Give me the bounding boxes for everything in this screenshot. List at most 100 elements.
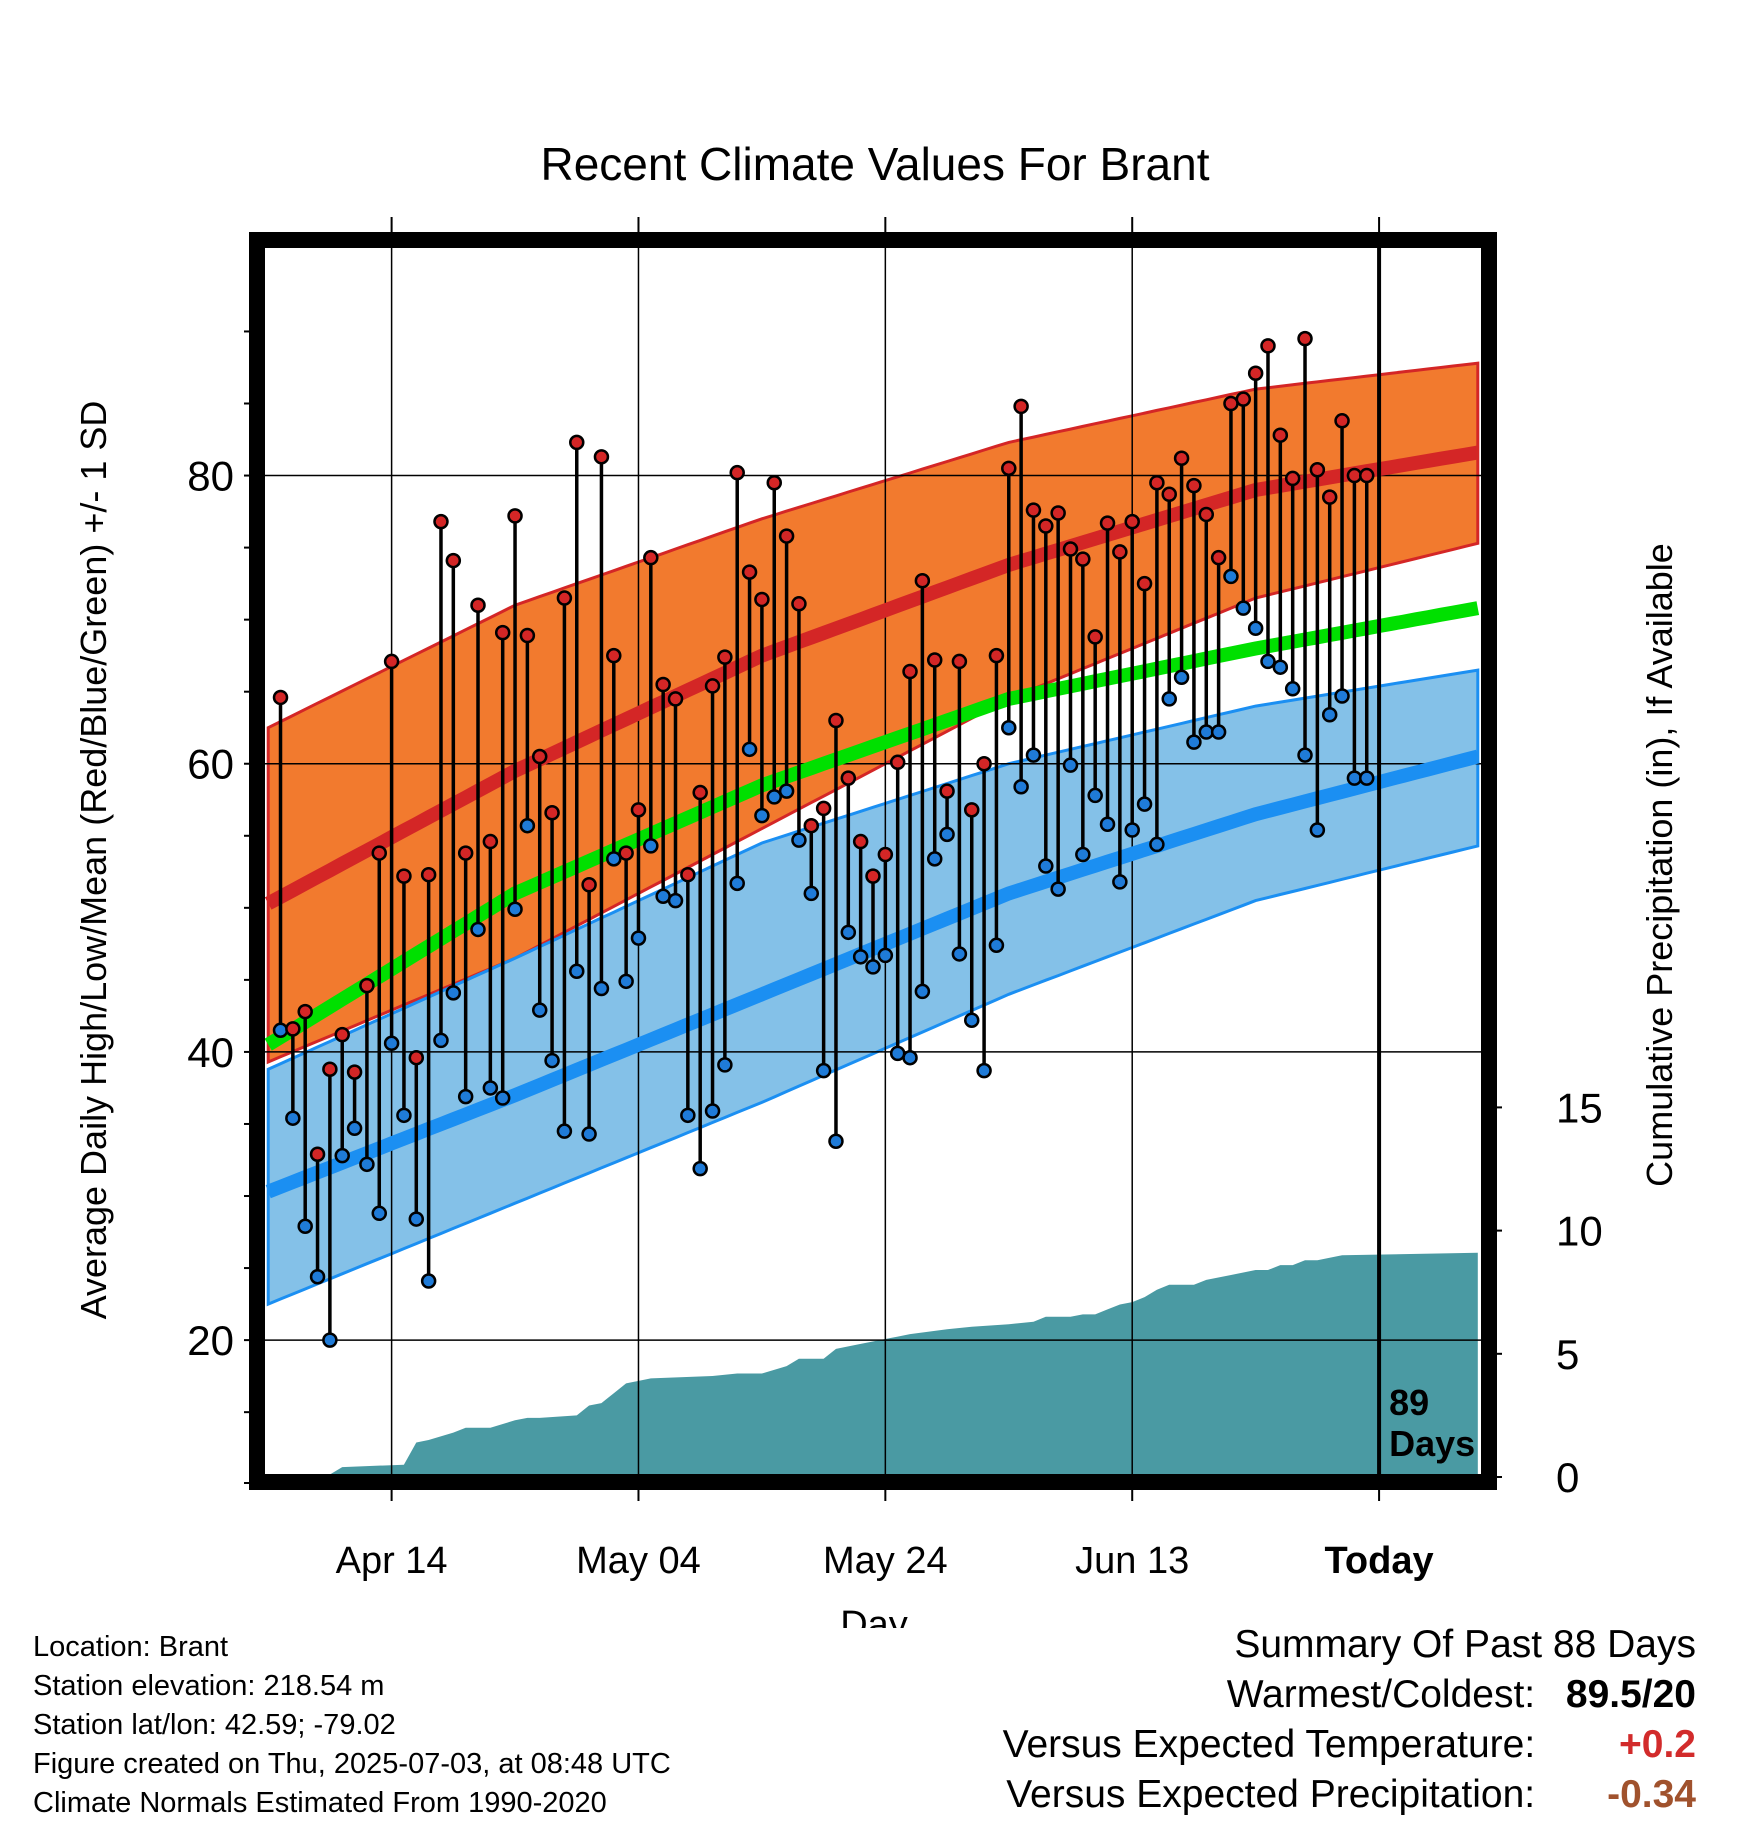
daily-high-point — [754, 591, 770, 608]
daily-low-point — [655, 888, 671, 905]
daily-low-point — [309, 1268, 326, 1285]
daily-high-point — [1112, 544, 1128, 560]
daily-high-point — [1297, 330, 1313, 347]
elevation-text: Station elevation: 218.54 m — [33, 1670, 385, 1702]
daily-low-point — [1161, 691, 1177, 707]
daily-high-point — [297, 1003, 313, 1020]
daily-high-point — [272, 689, 289, 706]
daily-high-point — [457, 845, 474, 861]
daily-ranges — [272, 330, 1375, 1348]
daily-high-point — [717, 649, 733, 665]
daily-high-point — [655, 676, 671, 693]
daily-high-point — [840, 770, 857, 786]
daily-low-point — [717, 1057, 733, 1073]
daily-high-point — [531, 748, 548, 765]
daily-low-point — [556, 1123, 573, 1139]
daily-low-point — [741, 741, 758, 758]
daily-low-point — [766, 789, 783, 805]
precip-label: Versus Expected Precipitation: — [1006, 1773, 1536, 1816]
daily-high-point — [741, 564, 758, 580]
y-tick-label: 20 — [187, 1317, 234, 1364]
daily-high-point — [482, 833, 499, 850]
x-tick-label: Today — [1325, 1540, 1434, 1582]
daily-low-point — [1186, 734, 1202, 750]
daily-high-point — [1272, 427, 1289, 443]
daily-high-point — [1099, 515, 1116, 531]
daily-low-point — [1210, 724, 1227, 740]
y2-tick-label: 0 — [1556, 1454, 1579, 1501]
daily-low-point — [445, 985, 462, 1001]
daily-low-point — [1198, 724, 1215, 740]
daily-low-point — [1013, 779, 1029, 795]
daily-low-point — [1173, 669, 1190, 686]
daily-low-point — [1087, 787, 1103, 804]
daily-low-point — [1309, 822, 1326, 838]
daily-low-point — [272, 1022, 289, 1039]
daily-low-point — [667, 892, 684, 909]
daily-high-point — [1346, 467, 1363, 484]
precip-cumulative-area — [268, 1252, 1478, 1477]
daily-high-point — [346, 1064, 363, 1080]
daily-low-point — [976, 1062, 992, 1079]
temp-row: Versus Expected Temperature: +0.2 — [1003, 1720, 1696, 1770]
daily-low-point — [643, 838, 659, 854]
normal-bands — [266, 361, 1480, 1307]
daily-high-point — [852, 833, 869, 850]
chart-title: Recent Climate Values For Brant — [541, 138, 1210, 190]
summary-panel: Summary Of Past 88 Days Warmest/Coldest:… — [1003, 1620, 1696, 1820]
daily-high-point — [1284, 470, 1301, 487]
daily-high-point — [285, 1021, 301, 1037]
daily-high-point — [729, 464, 745, 481]
daily-high-point — [988, 647, 1005, 664]
daily-low-point — [951, 946, 968, 962]
daily-high-point — [396, 868, 412, 884]
x-tick-label: May 04 — [576, 1540, 701, 1582]
daily-low-point — [1321, 706, 1338, 723]
daily-low-point — [1136, 796, 1153, 812]
daily-high-point — [1210, 549, 1227, 566]
daily-high-point — [1087, 629, 1103, 645]
warmest-row: Warmest/Coldest: 89.5/20 — [1003, 1670, 1696, 1720]
daily-high-point — [1358, 467, 1375, 484]
daily-high-point — [445, 552, 462, 569]
daily-high-point — [1075, 551, 1091, 567]
daily-low-point — [1001, 719, 1017, 736]
daily-high-point — [556, 590, 573, 606]
daily-high-point — [766, 475, 783, 491]
daily-low-point — [359, 1156, 375, 1173]
daily-low-point — [420, 1273, 437, 1289]
y-tick-label: 60 — [187, 741, 234, 788]
daily-low-point — [396, 1107, 412, 1124]
daily-low-point — [1075, 846, 1091, 863]
daily-high-point — [593, 449, 610, 465]
daily-low-point — [754, 807, 770, 824]
daily-high-point — [680, 866, 696, 883]
daily-high-point — [926, 652, 943, 668]
daily-low-point — [729, 875, 745, 892]
precip-value: -0.34 — [1607, 1773, 1696, 1816]
latlon-text: Station lat/lon: 42.59; -79.02 — [33, 1709, 396, 1741]
daily-low-point — [569, 963, 585, 979]
daily-high-point — [1309, 462, 1326, 478]
y-axis-label: Average Daily High/Low/Mean (Red/Blue/Gr… — [73, 401, 114, 1320]
daily-low-point — [457, 1088, 474, 1105]
station-info: Location: Brant Station elevation: 218.5… — [33, 1628, 671, 1823]
daily-high-point — [433, 513, 449, 530]
daily-high-point — [371, 845, 388, 861]
daily-high-point — [1038, 518, 1054, 534]
daily-low-point — [544, 1052, 560, 1069]
daily-high-point — [865, 868, 881, 884]
daily-low-point — [322, 1332, 338, 1348]
daily-high-point — [791, 596, 807, 612]
y-tick-label: 80 — [187, 453, 234, 500]
daily-high-point — [408, 1049, 425, 1066]
daily-low-point — [630, 930, 647, 946]
daily-high-point — [902, 663, 918, 680]
daily-low-point — [1149, 836, 1165, 853]
daily-low-point — [865, 959, 881, 975]
daily-low-point — [1334, 688, 1350, 704]
daily-high-point — [1149, 475, 1165, 491]
daily-low-point — [593, 980, 610, 997]
